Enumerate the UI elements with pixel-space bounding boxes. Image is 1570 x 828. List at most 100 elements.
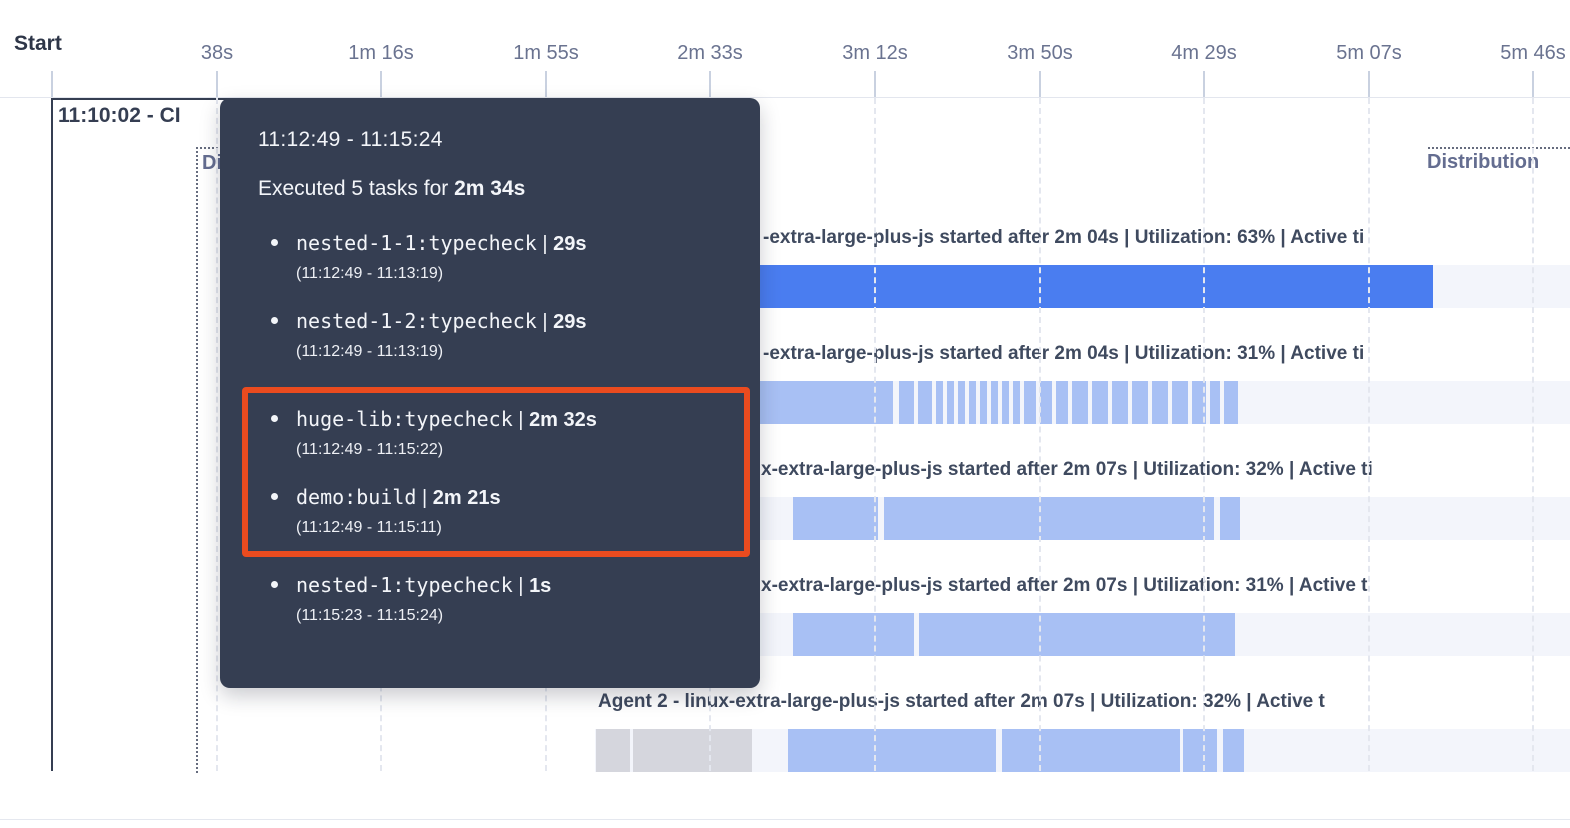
- agent-bar-segment[interactable]: [788, 729, 996, 772]
- agent-bar-segment[interactable]: [969, 381, 976, 424]
- agent-bar-segment[interactable]: [1192, 381, 1206, 424]
- task-separator: |: [512, 409, 530, 431]
- agent-bar-segment[interactable]: [793, 497, 878, 540]
- agent-bar-segment[interactable]: [1056, 381, 1068, 424]
- agent-row-label[interactable]: -extra-large-plus-js started after 2m 04…: [763, 227, 1365, 248]
- task-name: huge-lib:typecheck: [296, 407, 513, 431]
- build-span-left-border: [51, 98, 53, 771]
- agent-bar-segment[interactable]: [1002, 729, 1180, 772]
- task-name: nested-1:typecheck: [296, 573, 513, 597]
- agent-bar-segment[interactable]: [1112, 381, 1128, 424]
- task-duration: 1s: [529, 575, 552, 597]
- task-name: demo:build: [296, 485, 417, 509]
- agent-bar-segment[interactable]: [991, 381, 998, 424]
- timeline-axis: Start 38s 1m 16s 1m 55s 2m 33s 3m 12s 3m 50s 4…: [0, 0, 1570, 97]
- agent-bar-segment[interactable]: [919, 613, 1235, 656]
- page-bottom-divider: [0, 819, 1570, 820]
- agent-bar-segment[interactable]: [1152, 381, 1168, 424]
- agent-bar-segment[interactable]: [793, 613, 914, 656]
- agent-bar-segment[interactable]: [596, 729, 630, 772]
- tooltip-task-item: nested-1-2:typecheck | 29s (11:12:49 - 11…: [258, 309, 760, 361]
- agent-bar-segment[interactable]: [1002, 381, 1009, 424]
- timeline-tick-label: 3m 50s: [1007, 42, 1073, 64]
- timeline-start-label: Start: [14, 32, 62, 55]
- task-separator: |: [512, 575, 530, 597]
- task-separator: |: [416, 487, 433, 509]
- timeline-tick-mark: [1203, 71, 1205, 97]
- timeline-tick-mark: [51, 71, 53, 97]
- tooltip-summary-text: Executed 5 tasks for: [258, 177, 455, 200]
- task-duration: 29s: [553, 233, 587, 255]
- build-span-label[interactable]: 11:10:02 - CI: [58, 104, 181, 127]
- task-time-range: (11:12:49 - 11:15:22): [296, 441, 444, 458]
- agent-bar-segment[interactable]: [936, 381, 943, 424]
- tooltip-task-list: nested-1-1:typecheck | 29s (11:12:49 - 11…: [242, 231, 760, 625]
- agent-bar-segment[interactable]: [1132, 381, 1148, 424]
- agent-row-label[interactable]: -extra-large-plus-js started after 2m 04…: [763, 343, 1365, 364]
- tooltip-summary: Executed 5 tasks for 2m 34s: [258, 177, 760, 201]
- timeline-tick-mark: [874, 71, 876, 97]
- timeline-gridline: [1203, 98, 1205, 771]
- task-time-range: (11:12:49 - 11:13:19): [296, 265, 444, 282]
- timeline-gridline: [874, 98, 876, 771]
- timeline-gridline: [1039, 98, 1041, 771]
- highlighted-tasks-box: huge-lib:typecheck | 2m 32s (11:12:49 - 1…: [242, 387, 750, 557]
- task-tooltip: 11:12:49 - 11:15:24 Executed 5 tasks for…: [220, 98, 760, 688]
- distribution-label-right[interactable]: Distribution: [1427, 151, 1540, 173]
- timeline-tick-mark: [1368, 71, 1370, 97]
- agent-bar-segment[interactable]: [1072, 381, 1088, 424]
- timeline-tick-label: 3m 12s: [842, 42, 908, 64]
- task-time-range: (11:15:23 - 11:15:24): [296, 607, 444, 624]
- agent-bar-segment[interactable]: [633, 729, 752, 772]
- timeline-axis-divider: [0, 97, 1570, 98]
- agent-bar-segment[interactable]: [1224, 381, 1238, 424]
- tooltip-time-range: 11:12:49 - 11:15:24: [258, 128, 443, 151]
- agent-bar-segment[interactable]: [947, 381, 954, 424]
- task-separator: |: [536, 233, 554, 255]
- task-name: nested-1-2:typecheck: [296, 309, 537, 333]
- task-duration: 2m 21s: [432, 487, 501, 509]
- agent-row-label[interactable]: Agent 2 - linux-extra-large-plus-js star…: [598, 691, 1325, 712]
- task-name: nested-1-1:typecheck: [296, 231, 537, 255]
- timeline-tick-mark: [380, 71, 382, 97]
- timeline-tick-label: 5m 07s: [1336, 42, 1402, 64]
- bullet-icon: [271, 493, 278, 500]
- agent-bar-segment[interactable]: [958, 381, 965, 424]
- agent-bar-segment[interactable]: [918, 381, 932, 424]
- tooltip-summary-duration: 2m 34s: [454, 177, 526, 200]
- task-duration: 29s: [553, 311, 587, 333]
- agent-bar-segment[interactable]: [1092, 381, 1108, 424]
- agent-bar-segment[interactable]: [1040, 381, 1052, 424]
- task-time-range: (11:12:49 - 11:15:11): [296, 519, 442, 536]
- agent-row-label[interactable]: x-extra-large-plus-js started after 2m 0…: [761, 575, 1368, 596]
- agent-bar-segment[interactable]: [1183, 729, 1217, 772]
- timeline-tick-mark: [709, 71, 711, 97]
- agent-bar-segment[interactable]: [1172, 381, 1188, 424]
- agent-bar-segment[interactable]: [1223, 729, 1244, 772]
- agent-bar-segment[interactable]: [1013, 381, 1020, 424]
- distribution-group-box-right: [1428, 147, 1570, 169]
- agent-bar-segment[interactable]: [1210, 381, 1220, 424]
- timeline-gridline: [1368, 98, 1370, 771]
- agent-bar-segment[interactable]: [1220, 497, 1240, 540]
- agent-row-label[interactable]: x-extra-large-plus-js started after 2m 0…: [761, 459, 1373, 480]
- timeline-tick-mark: [1039, 71, 1041, 97]
- timeline-tick-label: 5m 46s: [1500, 42, 1566, 64]
- task-time-range: (11:12:49 - 11:13:19): [296, 343, 444, 360]
- task-duration: 2m 32s: [529, 409, 597, 431]
- timeline-tick-mark: [216, 71, 218, 97]
- timeline-tick-label: 4m 29s: [1171, 42, 1237, 64]
- bullet-icon: [271, 415, 278, 422]
- tooltip-task-item: nested-1-1:typecheck | 29s (11:12:49 - 11…: [258, 231, 760, 283]
- agent-bar-segment[interactable]: [884, 497, 1214, 540]
- agent-bar-segment[interactable]: [1024, 381, 1036, 424]
- agent-bar-segment[interactable]: [899, 381, 914, 424]
- timeline-tick-label: 2m 33s: [677, 42, 743, 64]
- tooltip-task-item: nested-1:typecheck | 1s (11:15:23 - 11:15…: [258, 573, 760, 625]
- agent-bar-segment[interactable]: [980, 381, 987, 424]
- timeline-tick-mark: [1532, 71, 1534, 97]
- timeline-gridline: [216, 98, 218, 771]
- tooltip-task-item: demo:build | 2m 21s (11:12:49 - 11:15:11): [258, 485, 740, 537]
- bullet-icon: [271, 239, 278, 246]
